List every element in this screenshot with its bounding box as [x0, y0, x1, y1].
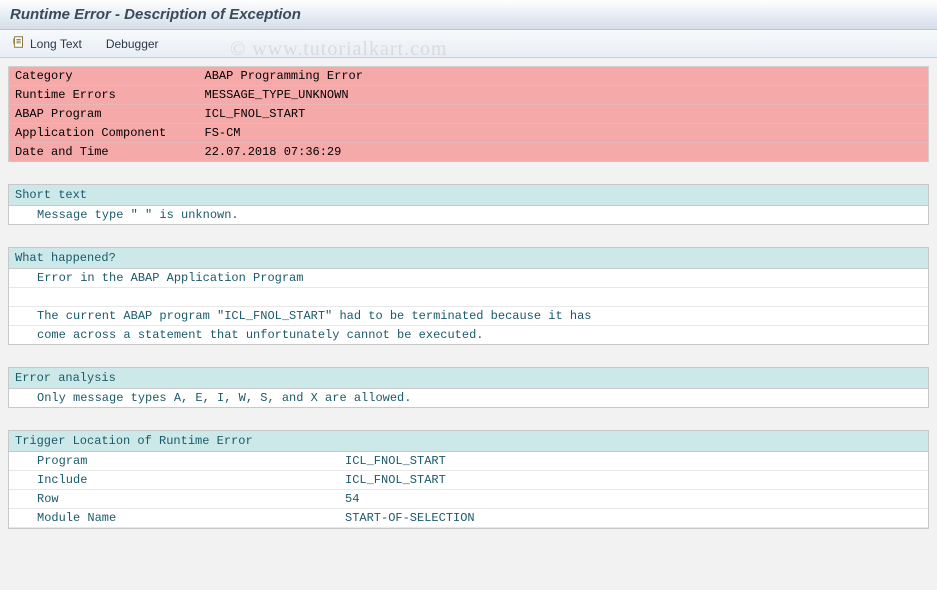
- trigger-label: Include: [9, 471, 339, 490]
- section-line: The current ABAP program "ICL_FNOL_START…: [9, 307, 928, 326]
- debugger-button[interactable]: Debugger: [102, 35, 163, 53]
- summary-table: CategoryABAP Programming ErrorRuntime Er…: [8, 66, 929, 162]
- summary-row: Runtime ErrorsMESSAGE_TYPE_UNKNOWN: [9, 86, 929, 105]
- trigger-row: Row54: [9, 490, 928, 509]
- section-short-text: Short text Message type " " is unknown.: [8, 184, 929, 225]
- trigger-label: Row: [9, 490, 339, 509]
- summary-label: Runtime Errors: [9, 86, 199, 105]
- long-text-label: Long Text: [30, 37, 82, 51]
- trigger-row: IncludeICL_FNOL_START: [9, 471, 928, 490]
- summary-value: ICL_FNOL_START: [199, 105, 929, 124]
- trigger-value: 54: [339, 490, 928, 509]
- summary-row: Date and Time22.07.2018 07:36:29: [9, 143, 929, 162]
- section-header: Error analysis: [9, 368, 928, 389]
- section-line: Message type " " is unknown.: [9, 206, 928, 224]
- summary-row: Application ComponentFS-CM: [9, 124, 929, 143]
- trigger-label: Module Name: [9, 509, 339, 528]
- section-line: Error in the ABAP Application Program: [9, 269, 928, 288]
- page-title: Runtime Error - Description of Exception: [10, 6, 927, 23]
- section-trigger-location: Trigger Location of Runtime Error Progra…: [8, 430, 929, 529]
- trigger-row: Module NameSTART-OF-SELECTION: [9, 509, 928, 528]
- summary-label: ABAP Program: [9, 105, 199, 124]
- title-bar: Runtime Error - Description of Exception: [0, 0, 937, 30]
- content: CategoryABAP Programming ErrorRuntime Er…: [0, 58, 937, 529]
- summary-value: ABAP Programming Error: [199, 67, 929, 86]
- section-line: [9, 288, 928, 307]
- summary-label: Application Component: [9, 124, 199, 143]
- section-header: Short text: [9, 185, 928, 206]
- long-text-button[interactable]: Long Text: [8, 33, 86, 54]
- summary-label: Date and Time: [9, 143, 199, 162]
- summary-value: 22.07.2018 07:36:29: [199, 143, 929, 162]
- section-line: Only message types A, E, I, W, S, and X …: [9, 389, 928, 407]
- trigger-row: ProgramICL_FNOL_START: [9, 452, 928, 471]
- section-what-happened: What happened? Error in the ABAP Applica…: [8, 247, 929, 345]
- trigger-location-table: ProgramICL_FNOL_STARTIncludeICL_FNOL_STA…: [9, 452, 928, 528]
- trigger-value: START-OF-SELECTION: [339, 509, 928, 528]
- summary-value: MESSAGE_TYPE_UNKNOWN: [199, 86, 929, 105]
- section-header: What happened?: [9, 248, 928, 269]
- trigger-value: ICL_FNOL_START: [339, 452, 928, 471]
- document-icon: [12, 35, 26, 52]
- summary-row: ABAP ProgramICL_FNOL_START: [9, 105, 929, 124]
- section-line: come across a statement that unfortunate…: [9, 326, 928, 344]
- debugger-label: Debugger: [106, 37, 159, 51]
- summary-row: CategoryABAP Programming Error: [9, 67, 929, 86]
- trigger-value: ICL_FNOL_START: [339, 471, 928, 490]
- summary-value: FS-CM: [199, 124, 929, 143]
- toolbar: Long Text Debugger: [0, 30, 937, 58]
- trigger-label: Program: [9, 452, 339, 471]
- section-error-analysis: Error analysis Only message types A, E, …: [8, 367, 929, 408]
- summary-label: Category: [9, 67, 199, 86]
- section-header: Trigger Location of Runtime Error: [9, 431, 928, 452]
